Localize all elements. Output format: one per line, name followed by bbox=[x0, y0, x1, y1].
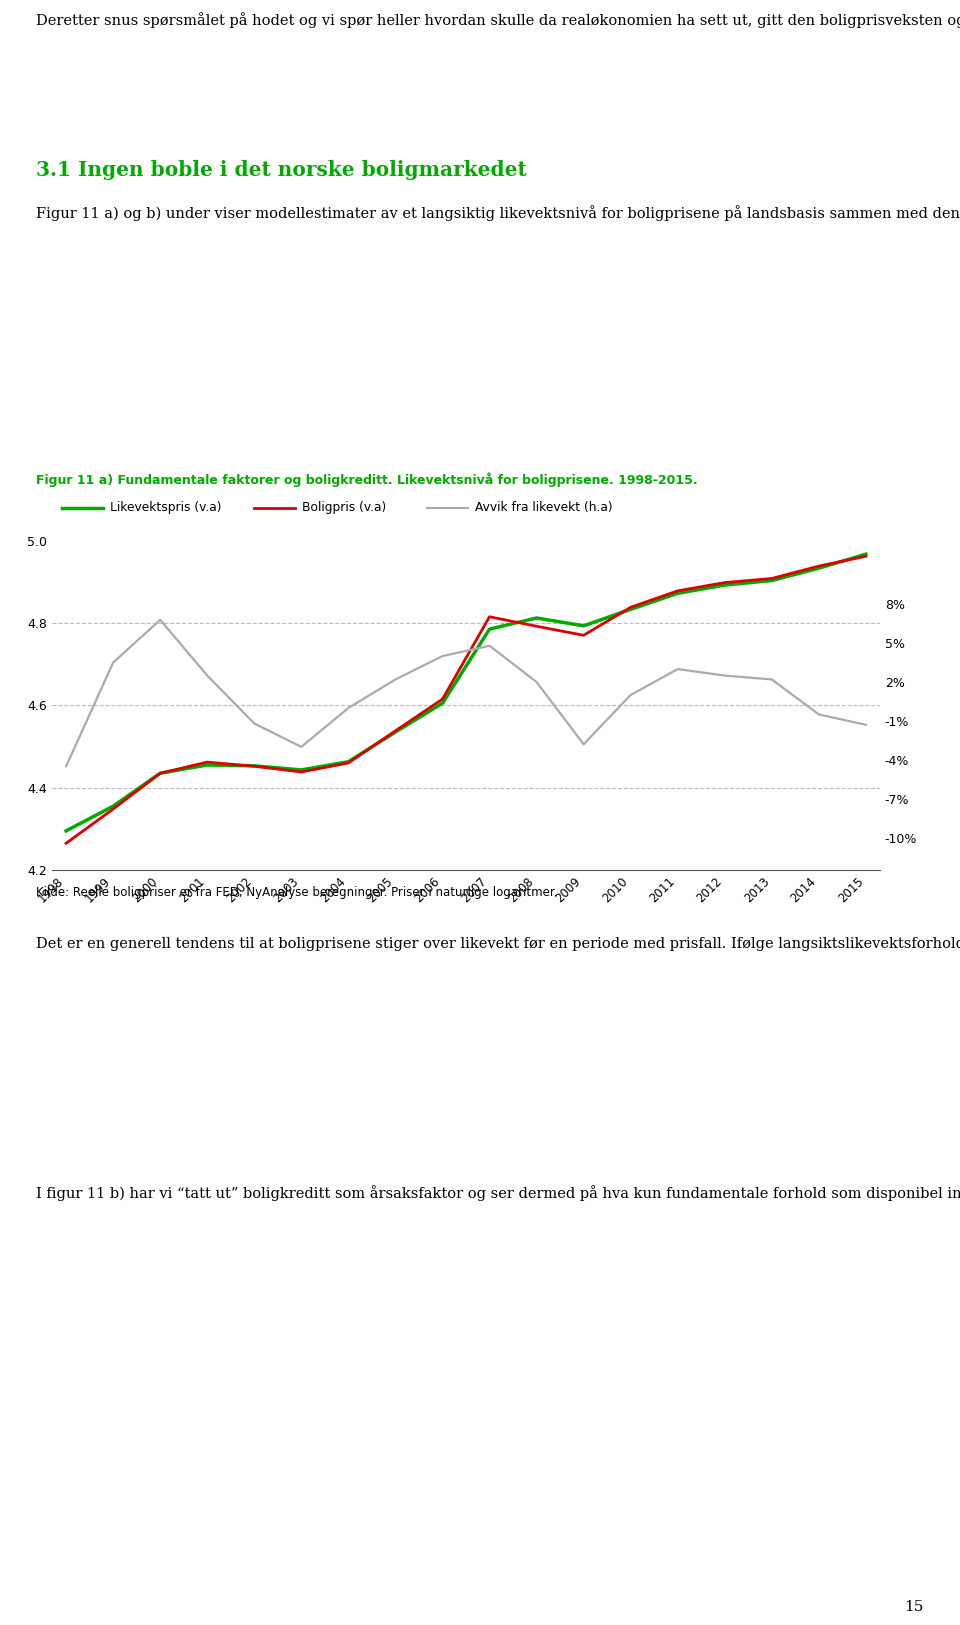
Text: Boligpris (v.a): Boligpris (v.a) bbox=[302, 502, 387, 515]
Text: Det er en generell tendens til at boligprisene stiger over likevekt før en perio: Det er en generell tendens til at boligp… bbox=[36, 934, 960, 951]
Text: Figur 11 a) Fundamentale faktorer og boligkreditt. Likevektsnivå for boligprisen: Figur 11 a) Fundamentale faktorer og bol… bbox=[36, 471, 698, 486]
Text: 15: 15 bbox=[904, 1601, 924, 1614]
Text: Avvik fra likevekt (h.a): Avvik fra likevekt (h.a) bbox=[475, 502, 612, 515]
Text: Figur 11 a) og b) under viser modellestimater av et langsiktig likevektsnivå for: Figur 11 a) og b) under viser modellesti… bbox=[36, 205, 960, 221]
Text: 3.1 Ingen boble i det norske boligmarkedet: 3.1 Ingen boble i det norske boligmarked… bbox=[36, 159, 527, 180]
Text: I figur 11 b) har vi “tatt ut” boligkreditt som årsaksfaktor og ser dermed på hv: I figur 11 b) har vi “tatt ut” boligkred… bbox=[36, 1185, 960, 1201]
Text: Deretter snus spørsmålet på hodet og vi spør heller hvordan skulle da realøkonom: Deretter snus spørsmålet på hodet og vi … bbox=[36, 11, 960, 28]
Text: Kilde: Reelle boligpriser er fra FED, NyAnalyse beregninger. Priser i naturlige : Kilde: Reelle boligpriser er fra FED, Ny… bbox=[36, 886, 558, 899]
Text: Likevektspris (v.a): Likevektspris (v.a) bbox=[110, 502, 222, 515]
